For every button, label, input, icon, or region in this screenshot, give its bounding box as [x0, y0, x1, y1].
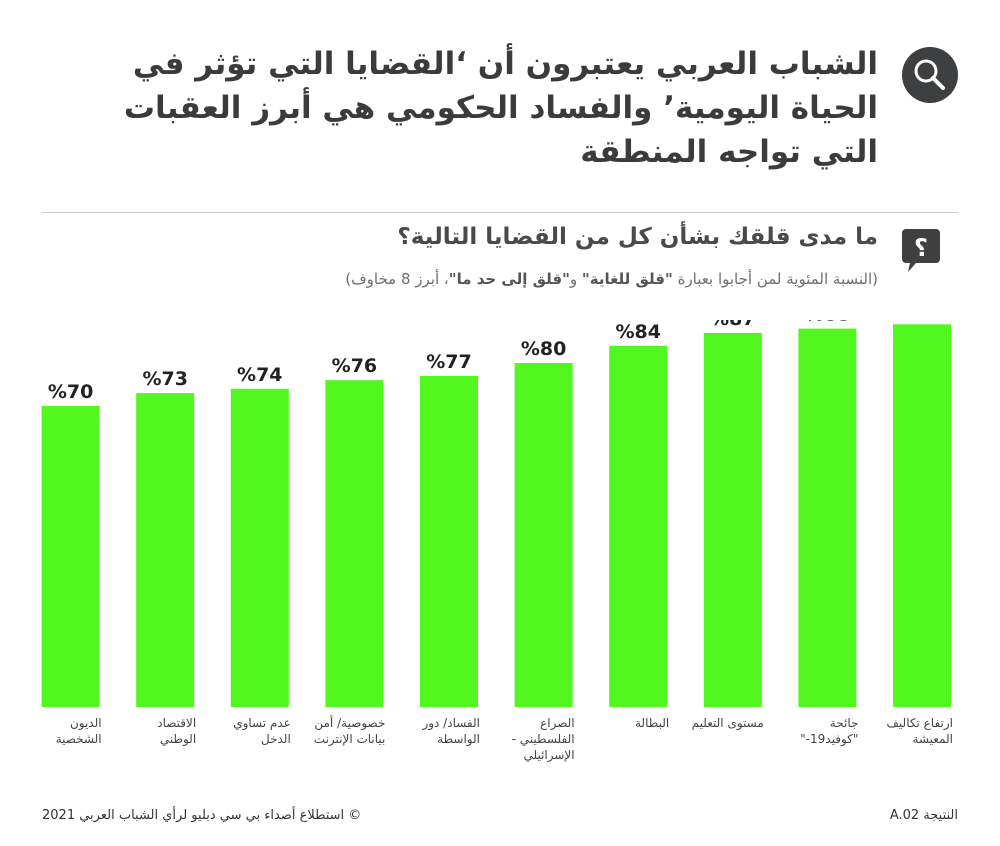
category-label: البطالة — [635, 716, 669, 730]
category-label: عدم تساوي الدخل — [233, 716, 291, 746]
copyright-note: © استطلاع أصداء بي سي دبليو لرأي الشباب … — [42, 808, 362, 823]
bar-value-label: %84 — [615, 321, 660, 343]
bar — [230, 388, 289, 707]
bar — [798, 328, 857, 707]
bar — [893, 324, 951, 707]
category-label: الفساد/ دور الواسطة — [421, 716, 480, 747]
category-label: الاقتصاد الوطني — [157, 716, 196, 747]
divider — [42, 212, 958, 213]
bar — [41, 406, 100, 707]
category-label: الديون الشخصية — [56, 716, 102, 746]
category-label: مستوى التعليم — [692, 716, 764, 731]
subtitle-prefix: (النسبة المئوية لمن أجابوا بعبارة — [672, 270, 878, 288]
bar-value-label: %89 — [899, 320, 944, 321]
chart-subtitle: (النسبة المئوية لمن أجابوا بعبارة "قلق ل… — [118, 270, 878, 288]
bar — [136, 393, 195, 707]
bar-value-label: %80 — [521, 338, 566, 360]
bar — [514, 363, 573, 707]
bar-value-label: %87 — [710, 320, 755, 330]
magnifier-icon — [902, 47, 958, 103]
subtitle-term-somewhat-concerned: "قلق إلى حد ما" — [448, 270, 570, 288]
svg-text:؟: ؟ — [914, 234, 928, 262]
question-bubble-icon: ؟ — [902, 229, 940, 273]
bar-value-label: %74 — [237, 364, 282, 386]
question-text: ما مدى قلقك بشأن كل من القضايا التالية؟ — [397, 224, 878, 250]
result-id: النتيجة A.02 — [889, 808, 958, 823]
bar-value-label: %73 — [142, 368, 187, 390]
page-title: الشباب العربي يعتبرون أن ‘القضايا التي ت… — [123, 46, 878, 170]
subtitle-joiner: و — [569, 270, 582, 288]
bar — [609, 345, 668, 707]
bar — [420, 375, 478, 707]
category-label: جائحة "كوفيد19-" — [800, 716, 858, 747]
bar — [703, 332, 762, 707]
bar — [325, 380, 384, 707]
category-label: ارتفاع تكاليف المعيشة — [887, 716, 954, 746]
bar-value-label: %76 — [332, 355, 377, 377]
subtitle-suffix: ، أبرز 8 مخاوف) — [345, 270, 449, 288]
category-label: الصراع الفلسطيني -الإسرائيلي — [512, 716, 575, 763]
category-label: خصوصية/ أمن بيانات الإنترنت — [314, 715, 386, 747]
subtitle-term-very-concerned: "قلق للغاية" — [581, 270, 673, 288]
bar-value-label: %70 — [48, 381, 93, 403]
bar-value-label: %77 — [426, 351, 471, 373]
bar-value-label: %88 — [805, 320, 850, 326]
